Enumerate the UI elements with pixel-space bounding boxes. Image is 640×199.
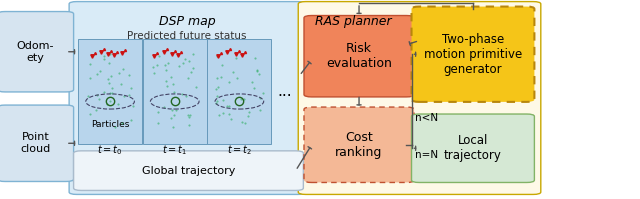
Text: ...: ... [278, 84, 292, 99]
Text: $t=t_2$: $t=t_2$ [227, 143, 252, 157]
FancyBboxPatch shape [304, 16, 414, 97]
Text: DSP map: DSP map [159, 15, 215, 28]
FancyBboxPatch shape [412, 114, 534, 182]
Text: RAS planner: RAS planner [315, 15, 392, 28]
Text: $t=t_0$: $t=t_0$ [97, 143, 123, 157]
FancyBboxPatch shape [298, 2, 541, 194]
Text: $t=t_1$: $t=t_1$ [162, 143, 188, 157]
Text: Point
cloud: Point cloud [20, 133, 51, 154]
FancyBboxPatch shape [74, 151, 303, 190]
Text: n=N: n=N [415, 150, 438, 160]
FancyBboxPatch shape [0, 12, 74, 92]
FancyBboxPatch shape [78, 39, 142, 144]
FancyBboxPatch shape [207, 39, 271, 144]
FancyBboxPatch shape [69, 2, 305, 194]
Text: Global trajectory: Global trajectory [142, 166, 235, 176]
Text: Risk
evaluation: Risk evaluation [326, 42, 392, 70]
Text: Cost
ranking: Cost ranking [335, 131, 383, 159]
Text: n<N: n<N [415, 113, 438, 123]
FancyBboxPatch shape [304, 107, 414, 182]
Text: Odom-
ety: Odom- ety [17, 41, 54, 62]
FancyBboxPatch shape [412, 7, 534, 102]
Text: Two-phase
motion primitive
generator: Two-phase motion primitive generator [424, 33, 522, 76]
FancyBboxPatch shape [143, 39, 207, 144]
Text: Particles: Particles [91, 120, 129, 129]
FancyBboxPatch shape [0, 105, 74, 181]
Text: Predicted future status: Predicted future status [127, 31, 246, 41]
Text: Local
trajectory: Local trajectory [444, 134, 502, 162]
